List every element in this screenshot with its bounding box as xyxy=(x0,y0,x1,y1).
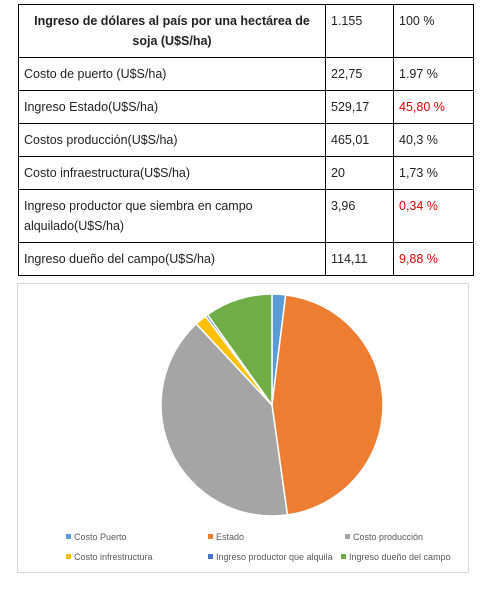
header-label: Ingreso de dólares al país por una hectá… xyxy=(18,4,326,58)
row-value: 22,75 xyxy=(325,57,394,91)
row-percent: 45,80 % xyxy=(393,90,474,124)
table-row: Ingreso dueño del campo(U$S/ha) 114,11 9,8… xyxy=(18,242,474,276)
row-percent: 1,73 % xyxy=(393,156,474,190)
table-row: Ingreso productor que siembra en campo a… xyxy=(18,189,474,243)
legend-swatch xyxy=(66,534,71,540)
legend-label: Ingreso productor que alquila xyxy=(216,552,333,562)
header-value: 1.155 xyxy=(325,4,394,58)
pie-slice-1 xyxy=(271,294,384,516)
legend-item: Ingreso dueño del campo xyxy=(341,552,451,562)
table-row: Costo infraestructura(U$S/ha) 20 1,73 % xyxy=(18,156,474,190)
legend-item: Estado xyxy=(208,532,244,542)
legend-item: Costo producción xyxy=(345,532,423,542)
row-percent: 0,34 % xyxy=(393,189,474,243)
legend-item: Ingreso productor que alquila xyxy=(208,552,333,562)
legend-swatch xyxy=(341,554,346,560)
pie-slice-2 xyxy=(160,322,289,517)
legend-swatch xyxy=(66,554,71,560)
legend-label: Estado xyxy=(216,532,245,542)
legend-label: Ingreso dueño del campo xyxy=(349,552,451,562)
row-percent: 40,3 % xyxy=(393,123,474,157)
row-value: 114,11 xyxy=(325,242,394,276)
row-label: Ingreso productor que siembra en campo a… xyxy=(18,189,326,243)
legend-label: Costo producción xyxy=(353,532,424,542)
row-label: Costo infraestructura(U$S/ha) xyxy=(18,156,326,190)
row-value: 3,96 xyxy=(325,189,394,243)
row-percent: 9,88 % xyxy=(393,242,474,276)
row-label: Costo de puerto (U$S/ha) xyxy=(18,57,326,91)
legend-item: Costo infrestructura xyxy=(66,552,153,562)
legend-swatch xyxy=(208,534,213,540)
row-label: Costos producción(U$S/ha) xyxy=(18,123,326,157)
table-row: Ingreso Estado(U$S/ha) 529,17 45,80 % xyxy=(18,90,474,124)
legend-item: Costo Puerto xyxy=(66,532,127,542)
row-percent: 1.97 % xyxy=(393,57,474,91)
pie-chart xyxy=(160,293,384,517)
legend-swatch xyxy=(345,534,350,540)
pie-slice-5 xyxy=(206,293,273,408)
row-value: 20 xyxy=(325,156,394,190)
legend-label: Costo Puerto xyxy=(74,532,127,542)
data-table-container: Ingreso de dólares al país por una hectá… xyxy=(18,4,474,276)
table-row: Costo de puerto (U$S/ha) 22,75 1.97 % xyxy=(18,57,474,91)
table-row: Costos producción(U$S/ha) 465,01 40,3 % xyxy=(18,123,474,157)
legend-label: Costo infrestructura xyxy=(74,552,153,562)
header-percent: 100 % xyxy=(393,4,474,58)
legend-swatch xyxy=(208,554,213,560)
row-label: Ingreso Estado(U$S/ha) xyxy=(18,90,326,124)
pie-chart-frame: Costo Puerto Estado Costo producción Costo … xyxy=(17,283,469,573)
row-value: 465,01 xyxy=(325,123,394,157)
row-label: Ingreso dueño del campo(U$S/ha) xyxy=(18,242,326,276)
row-value: 529,17 xyxy=(325,90,394,124)
data-table: Ingreso de dólares al país por una hectá… xyxy=(18,4,474,276)
table-header-row: Ingreso de dólares al país por una hectá… xyxy=(18,4,474,58)
